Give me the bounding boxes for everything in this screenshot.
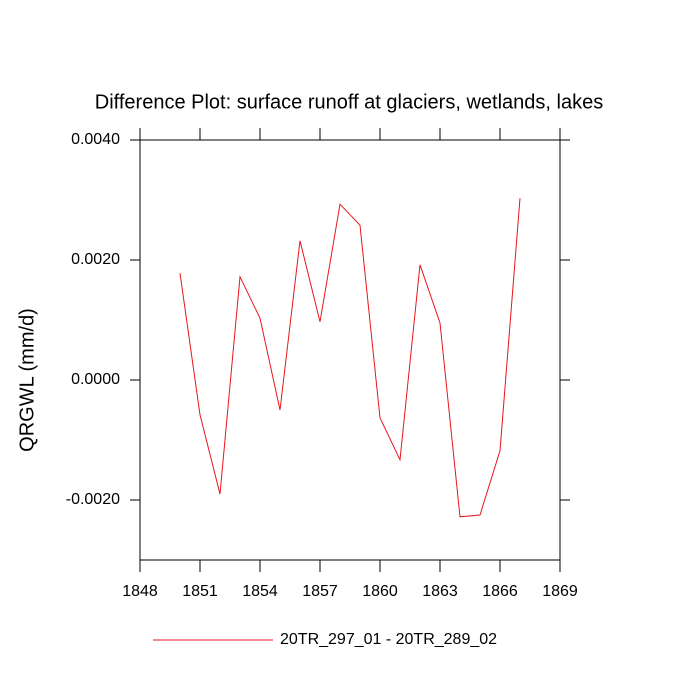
chart-title: Difference Plot: surface runoff at glaci… [95, 91, 603, 113]
plot-frame [139, 139, 561, 561]
y-tick-label: 0.0000 [71, 371, 120, 388]
y-tick-label: 0.0020 [71, 251, 120, 268]
y-tick-label: 0.0040 [71, 131, 120, 148]
x-tick-label: 1866 [482, 583, 518, 600]
x-tick-label: 1860 [362, 583, 398, 600]
x-tick-label: 1848 [122, 583, 158, 600]
x-tick-label: 1851 [182, 583, 218, 600]
data-line [179, 198, 521, 518]
x-tick-label: 1857 [302, 583, 338, 600]
x-tick-label: 1869 [542, 583, 578, 600]
legend-label: 20TR_297_01 - 20TR_289_02 [280, 631, 497, 648]
x-tick-label: 1863 [422, 583, 458, 600]
y-axis-label: QRGWL (mm/d) [16, 308, 38, 452]
x-tick-label: 1854 [242, 583, 278, 600]
y-tick-label: -0.0020 [66, 491, 120, 508]
